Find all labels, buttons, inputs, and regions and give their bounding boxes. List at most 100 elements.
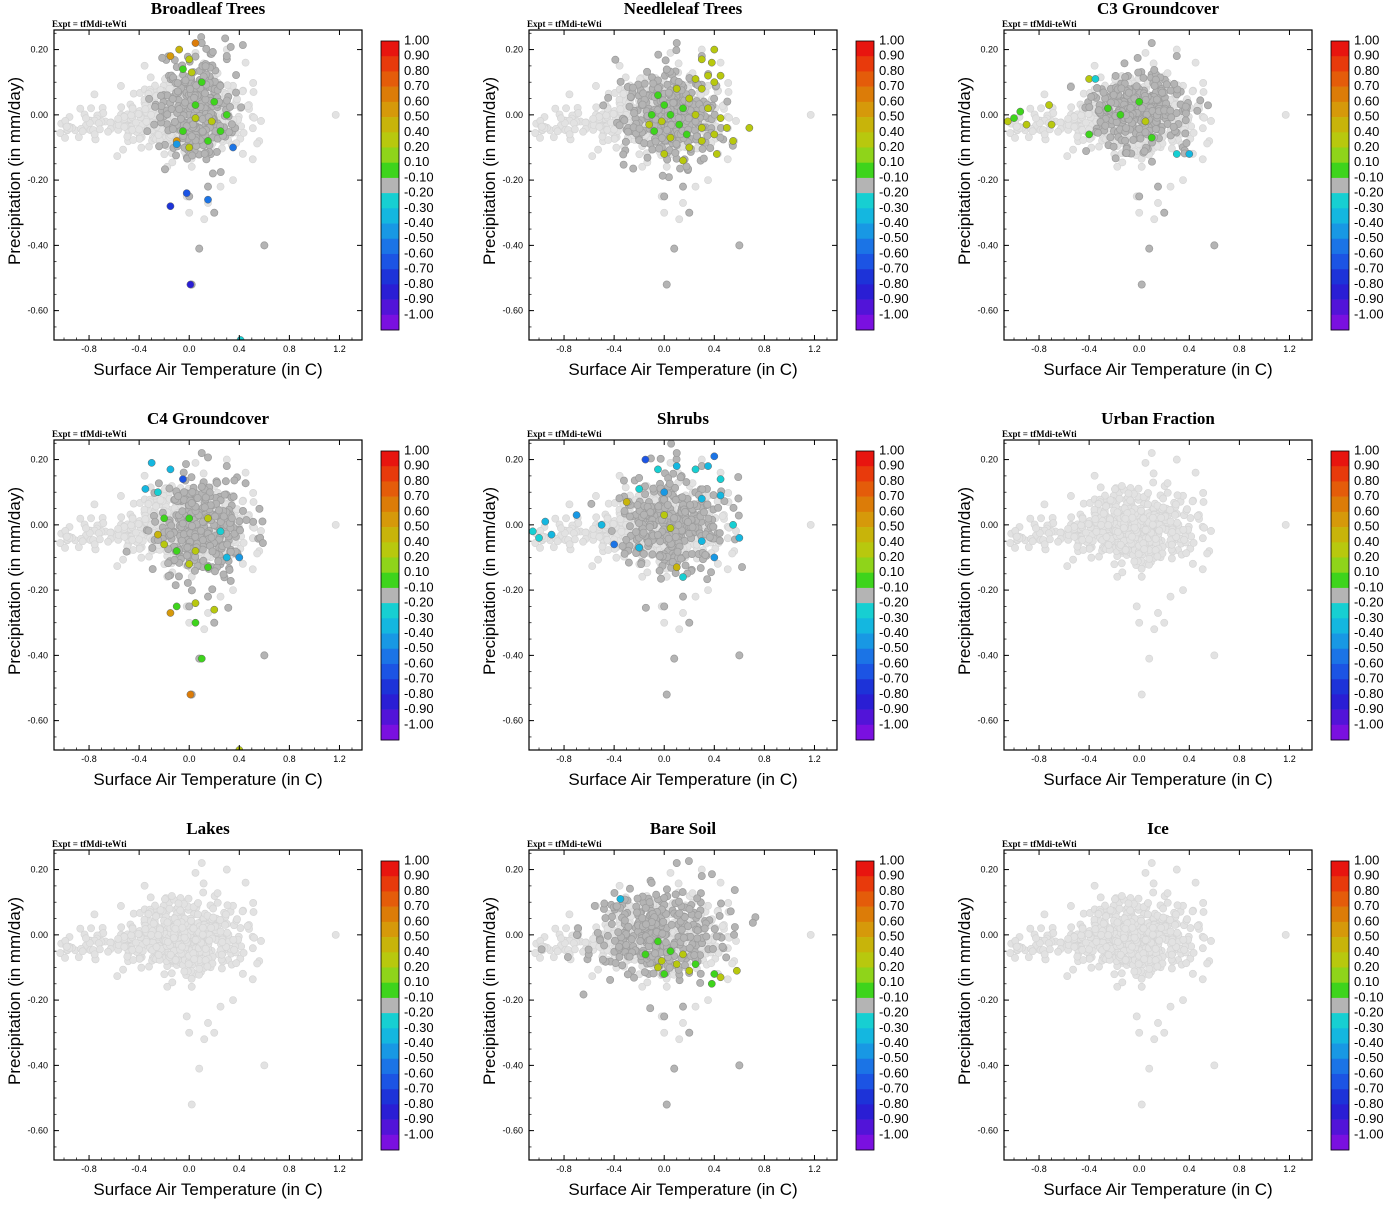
neutral-point	[1168, 114, 1175, 121]
background-point	[610, 520, 617, 527]
x-tick-label: -0.8	[556, 344, 572, 354]
background-point	[186, 209, 193, 216]
background-point	[239, 150, 246, 157]
colorbar-label: -0.20	[879, 185, 909, 200]
neutral-point	[208, 534, 215, 541]
background-point	[201, 626, 208, 633]
neutral-point	[1183, 139, 1190, 146]
x-tick-label: 0.0	[183, 754, 196, 764]
neutral-point	[1125, 89, 1132, 96]
neutral-point	[670, 99, 677, 106]
background-point	[129, 126, 136, 133]
y-tick-label: 0.00	[30, 520, 48, 530]
neutral-point	[256, 505, 263, 512]
neutral-point	[1083, 147, 1090, 154]
background-point	[566, 91, 573, 98]
background-point	[91, 91, 98, 98]
background-point	[63, 123, 70, 130]
colorbar-segment	[856, 254, 874, 270]
neutral-point	[675, 114, 682, 121]
neutral-point	[736, 242, 743, 249]
background-point	[1029, 128, 1036, 135]
data-point	[1086, 131, 1093, 138]
background-point	[604, 515, 611, 522]
colorbar-label: 0.10	[1354, 154, 1379, 169]
colorbar-label: -0.70	[879, 261, 909, 276]
neutral-point	[223, 97, 230, 104]
background-point	[82, 115, 89, 122]
background-point	[239, 560, 246, 567]
neutral-point	[643, 68, 650, 75]
neutral-point	[711, 95, 718, 102]
neutral-point	[1088, 93, 1095, 100]
x-tick-label: -0.4	[1081, 344, 1097, 354]
background-point	[1154, 199, 1161, 206]
y-tick-label: -0.20	[977, 175, 998, 185]
colorbar-label: 1.00	[879, 33, 904, 48]
neutral-point	[1194, 107, 1201, 114]
neutral-point	[658, 134, 665, 141]
neutral-point	[1167, 107, 1174, 114]
colorbar-label: -0.20	[404, 185, 434, 200]
x-tick-label: 0.4	[1183, 344, 1196, 354]
neutral-point	[707, 145, 714, 152]
background-point	[115, 115, 122, 122]
x-tick-label: 0.4	[708, 344, 721, 354]
data-point	[1017, 108, 1024, 115]
background-point	[107, 529, 114, 536]
neutral-point	[659, 172, 666, 179]
background-point	[161, 151, 168, 158]
neutral-point	[622, 138, 629, 145]
neutral-point	[187, 85, 194, 92]
data-point	[142, 485, 149, 492]
colorbar-label: -0.80	[879, 276, 909, 291]
background-point	[717, 59, 724, 66]
neutral-point	[184, 544, 191, 551]
colorbar-segment	[381, 694, 399, 710]
neutral-point	[202, 63, 209, 70]
background-point	[242, 469, 249, 476]
colorbar-segment	[1331, 284, 1349, 300]
background-point	[676, 216, 683, 223]
neutral-point	[735, 512, 742, 519]
background-point	[1199, 156, 1206, 163]
neutral-point	[213, 479, 220, 486]
background-point	[132, 529, 139, 536]
data-point	[711, 131, 718, 138]
x-tick-label: 1.2	[333, 754, 346, 764]
colorbar-segment	[381, 300, 399, 316]
data-point	[192, 115, 199, 122]
colorbar-segment	[381, 87, 399, 103]
colorbar-label: 0.40	[879, 124, 904, 139]
colorbar-label: -0.10	[1354, 169, 1384, 184]
data-point	[698, 56, 705, 63]
background-point	[725, 489, 732, 496]
neutral-point	[209, 586, 216, 593]
x-tick-label: 0.8	[1233, 344, 1246, 354]
neutral-point	[232, 71, 239, 78]
x-tick-label: -0.8	[81, 754, 97, 764]
background-point	[239, 498, 246, 505]
background-point	[240, 539, 247, 546]
y-tick-label: 0.00	[505, 110, 523, 120]
colorbar-label: -1.00	[404, 306, 434, 321]
neutral-point	[629, 84, 636, 91]
background-point	[240, 129, 247, 136]
colorbar-segment	[856, 208, 874, 224]
colorbar-segment	[1331, 300, 1349, 316]
neutral-point	[1122, 74, 1129, 81]
data-point	[186, 56, 193, 63]
neutral-point	[176, 106, 183, 113]
neutral-point	[1112, 155, 1119, 162]
data-point	[183, 190, 190, 197]
data-point	[729, 137, 736, 144]
data-point	[646, 121, 653, 128]
neutral-point	[165, 572, 172, 579]
background-point	[117, 82, 124, 89]
colorbar-segment	[1331, 178, 1349, 194]
neutral-point	[250, 518, 257, 525]
background-point	[599, 133, 606, 140]
colorbar-label: -0.30	[404, 200, 434, 215]
colorbar-label: 0.80	[404, 63, 429, 78]
